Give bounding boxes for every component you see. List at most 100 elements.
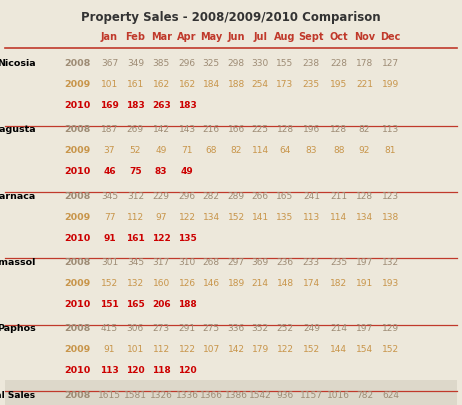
Text: 152: 152 [303, 345, 320, 354]
Text: 369: 369 [251, 258, 269, 267]
Text: Aug: Aug [274, 32, 296, 42]
Text: 135: 135 [178, 234, 196, 243]
Text: 112: 112 [127, 213, 144, 222]
Text: 132: 132 [127, 279, 144, 288]
Text: 143: 143 [178, 125, 196, 134]
Text: 2009: 2009 [65, 213, 91, 222]
Text: 161: 161 [126, 234, 145, 243]
Text: 197: 197 [356, 258, 373, 267]
Text: 235: 235 [330, 258, 347, 267]
Text: 82: 82 [359, 125, 370, 134]
Text: 118: 118 [152, 367, 170, 375]
Text: 936: 936 [276, 391, 294, 400]
Text: 152: 152 [382, 345, 399, 354]
Text: 152: 152 [227, 213, 245, 222]
Text: 214: 214 [330, 324, 347, 333]
Text: 152: 152 [101, 279, 118, 288]
Text: 252: 252 [277, 324, 293, 333]
Text: 385: 385 [152, 59, 170, 68]
Text: 1016: 1016 [327, 391, 350, 400]
Text: 2009: 2009 [65, 80, 91, 89]
Text: Larnaca: Larnaca [0, 192, 36, 200]
Text: 123: 123 [382, 192, 399, 200]
Text: 120: 120 [178, 367, 196, 375]
Text: 91: 91 [103, 234, 116, 243]
Text: 233: 233 [303, 258, 320, 267]
Text: 196: 196 [303, 125, 320, 134]
Text: 178: 178 [356, 59, 373, 68]
Text: 82: 82 [231, 146, 242, 155]
Text: 297: 297 [227, 258, 245, 267]
Text: 195: 195 [330, 80, 347, 89]
Text: Nicosia: Nicosia [0, 59, 36, 68]
Text: 345: 345 [101, 192, 118, 200]
Text: 146: 146 [202, 279, 220, 288]
Text: 97: 97 [156, 213, 167, 222]
Text: 112: 112 [152, 345, 170, 354]
Text: 345: 345 [127, 258, 144, 267]
Text: 197: 197 [356, 324, 373, 333]
Text: 268: 268 [202, 258, 220, 267]
Text: 211: 211 [330, 192, 347, 200]
Text: 113: 113 [100, 367, 119, 375]
Text: 92: 92 [359, 146, 370, 155]
Text: 236: 236 [276, 258, 294, 267]
Text: Limassol: Limassol [0, 258, 36, 267]
Text: 2010: 2010 [65, 234, 91, 243]
Text: 184: 184 [202, 80, 220, 89]
Text: 144: 144 [330, 345, 347, 354]
Text: 2008: 2008 [64, 324, 91, 333]
Text: 160: 160 [152, 279, 170, 288]
Text: 122: 122 [179, 213, 195, 222]
Text: 46: 46 [103, 167, 116, 176]
Text: 187: 187 [101, 125, 118, 134]
Text: 325: 325 [202, 59, 220, 68]
Text: 162: 162 [152, 80, 170, 89]
Text: 2010: 2010 [65, 167, 91, 176]
Text: 155: 155 [276, 59, 294, 68]
Text: 122: 122 [277, 345, 293, 354]
Text: May: May [200, 32, 222, 42]
Text: 241: 241 [303, 192, 320, 200]
Text: 77: 77 [104, 213, 115, 222]
Text: 199: 199 [382, 80, 399, 89]
Text: 135: 135 [276, 213, 294, 222]
Text: 161: 161 [127, 80, 144, 89]
Text: 1157: 1157 [300, 391, 323, 400]
Text: 71: 71 [182, 146, 193, 155]
Text: 132: 132 [382, 258, 399, 267]
Text: 127: 127 [382, 59, 399, 68]
Text: 273: 273 [152, 324, 170, 333]
Text: 49: 49 [181, 167, 194, 176]
Text: 148: 148 [276, 279, 294, 288]
Text: 2008: 2008 [64, 391, 91, 400]
Text: 88: 88 [333, 146, 344, 155]
Text: Property Sales - 2008/2009/2010 Comparison: Property Sales - 2008/2009/2010 Comparis… [81, 11, 381, 24]
Text: 75: 75 [129, 167, 142, 176]
Text: 415: 415 [101, 324, 118, 333]
Text: 188: 188 [178, 300, 196, 309]
Text: 306: 306 [127, 324, 144, 333]
Text: 214: 214 [252, 279, 268, 288]
Text: 83: 83 [155, 167, 168, 176]
Text: 193: 193 [382, 279, 399, 288]
Text: 169: 169 [100, 101, 119, 110]
Text: 126: 126 [178, 279, 196, 288]
Text: 1542: 1542 [249, 391, 272, 400]
Text: 114: 114 [330, 213, 347, 222]
Text: 352: 352 [251, 324, 269, 333]
Text: 165: 165 [276, 192, 294, 200]
Text: Sept: Sept [298, 32, 324, 42]
Text: Oct: Oct [329, 32, 348, 42]
Text: 114: 114 [251, 146, 269, 155]
Text: 151: 151 [100, 300, 119, 309]
Text: 1386: 1386 [225, 391, 248, 400]
Text: 2008: 2008 [64, 125, 91, 134]
Text: 254: 254 [252, 80, 268, 89]
Text: 2010: 2010 [65, 101, 91, 110]
Text: 138: 138 [382, 213, 399, 222]
Text: 68: 68 [206, 146, 217, 155]
Text: 191: 191 [356, 279, 373, 288]
Text: 134: 134 [356, 213, 373, 222]
Text: Jan: Jan [101, 32, 118, 42]
